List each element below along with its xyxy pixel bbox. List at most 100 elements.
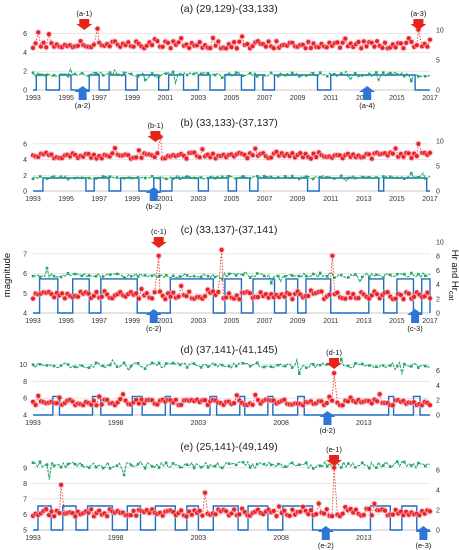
panel-title: (c) (33,137)-(37,141) <box>181 224 278 236</box>
hrcat-point <box>283 175 287 178</box>
magnitude-point <box>356 39 361 45</box>
magnitude-point <box>380 45 385 51</box>
hrcat-point <box>403 362 406 366</box>
hrcat-point <box>136 176 140 179</box>
hrcat-point <box>192 362 196 365</box>
hrcat-point <box>234 177 238 181</box>
magnitude-point <box>406 151 411 156</box>
magnitude-point <box>36 393 41 398</box>
hrcat-point <box>374 71 378 74</box>
magnitude-point <box>263 44 268 49</box>
magnitude-point <box>375 292 380 297</box>
magnitude-point <box>73 514 78 519</box>
hrcat-point <box>143 274 147 277</box>
hrcat-point <box>381 175 385 178</box>
x-tick-label: 2001 <box>158 318 174 325</box>
hrcat-point <box>283 274 287 278</box>
magnitude-point <box>208 46 213 51</box>
x-tick-label: 2011 <box>323 196 338 203</box>
annotation-arrow-down <box>150 237 167 248</box>
magnitude-point <box>330 514 335 519</box>
magnitude-point <box>250 402 255 407</box>
magnitude-point <box>314 155 319 160</box>
hrcat-point <box>213 275 217 279</box>
magnitude-point <box>367 506 372 512</box>
hrcat-point <box>311 72 315 75</box>
hrcat-point <box>276 363 280 367</box>
y-right-tick-label: 2 <box>436 398 440 405</box>
magnitude-point <box>176 40 181 45</box>
magnitude-point <box>250 153 255 158</box>
hrcat-point <box>115 272 119 276</box>
magnitude-point <box>409 155 414 161</box>
hrcat-point <box>136 275 140 278</box>
magnitude-point <box>30 296 36 301</box>
magnitude-point <box>287 513 292 519</box>
x-tick-label: 2008 <box>273 535 289 542</box>
magnitude-point <box>253 392 258 397</box>
magnitude-point <box>134 513 139 518</box>
magnitude-point <box>131 508 136 513</box>
hrcat-point <box>122 361 126 365</box>
hrcat-point <box>417 175 420 179</box>
hrcat-point <box>150 72 154 75</box>
hrcat-point <box>101 275 105 278</box>
y-left-tick-label: 6 <box>23 31 27 38</box>
magnitude-point <box>369 40 374 45</box>
hrcat-point <box>297 274 301 278</box>
magnitude-point <box>306 511 311 517</box>
hrcat-point <box>45 177 49 180</box>
magnitude-point <box>38 44 44 49</box>
annotation-arrow-up <box>415 526 432 540</box>
y-right-tick-label: 6 <box>436 268 440 275</box>
x-tick-label: 2001 <box>158 196 174 203</box>
magnitude-point <box>134 155 139 160</box>
annotation-label: (c-3) <box>407 324 423 333</box>
hrcat-point <box>213 363 217 366</box>
magnitude-point <box>401 154 406 159</box>
hr-series-line <box>33 74 430 91</box>
annotation-arrow-down <box>326 358 343 369</box>
magnitude-point <box>232 507 237 512</box>
magnitude-point <box>401 46 406 51</box>
hrcat-point <box>220 175 224 179</box>
hrcat-point <box>87 466 91 470</box>
magnitude-point <box>290 507 295 512</box>
magnitude-point <box>33 402 38 408</box>
hrcat-point <box>157 466 161 469</box>
hrcat-point <box>346 462 350 465</box>
x-tick-label: 2007 <box>257 95 273 102</box>
magnitude-point <box>372 501 377 506</box>
magnitude-point <box>160 44 165 49</box>
hrcat-point <box>403 272 406 276</box>
hrcat-point <box>199 72 203 76</box>
x-tick-label: 1995 <box>58 95 74 102</box>
magnitude-point <box>343 36 348 41</box>
annotation-label: (b-1) <box>147 121 163 130</box>
hrcat-point <box>101 466 105 470</box>
magnitude-point <box>390 512 395 517</box>
magnitude-point <box>245 41 250 47</box>
magnitude-point <box>393 296 398 301</box>
magnitude-point <box>184 156 189 161</box>
x-tick-label: 2008 <box>273 420 289 427</box>
x-tick-label: 2001 <box>158 95 174 102</box>
hrcat-point <box>136 75 140 78</box>
hrcat-point <box>66 74 70 78</box>
magnitude-point <box>427 37 433 42</box>
hrcat-point <box>192 466 196 470</box>
hrcat-point <box>45 266 49 270</box>
y-left-tick-label: 6 <box>23 512 27 519</box>
hrcat-point <box>311 272 315 276</box>
magnitude-point <box>425 44 430 49</box>
annotation-arrow-down <box>410 19 427 30</box>
magnitude-point <box>253 146 258 151</box>
y-left-tick-label: 2 <box>23 173 27 180</box>
hrcat-point <box>66 272 70 275</box>
hrcat-point <box>38 73 42 77</box>
magnitude-point <box>306 293 311 299</box>
hrcat-point <box>129 176 133 180</box>
magnitude-point <box>290 151 295 156</box>
y-right-tick-label: 6 <box>436 368 440 375</box>
hrcat-point <box>157 361 161 365</box>
